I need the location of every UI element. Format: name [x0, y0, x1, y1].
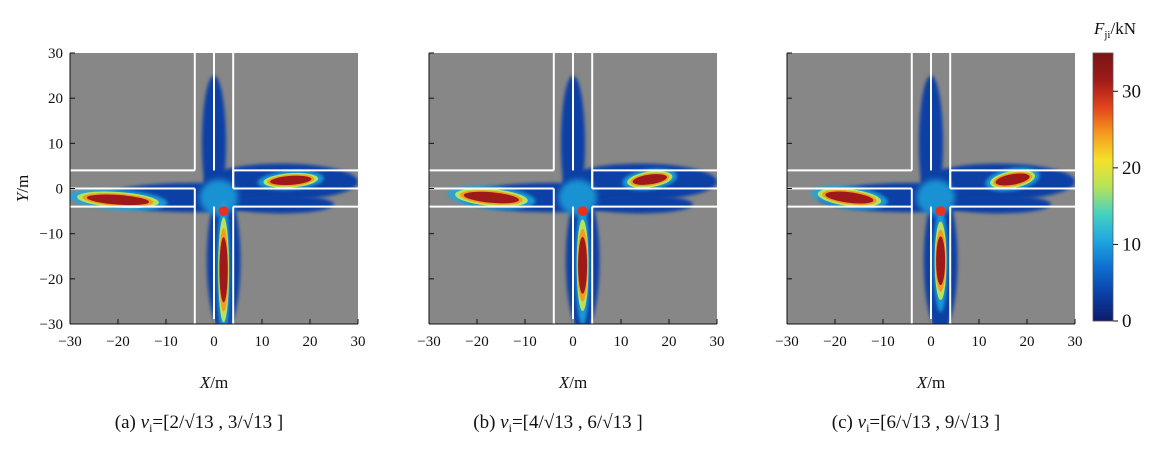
field-center-glow	[558, 179, 597, 216]
caption-text: (a) vi=[2/√13 , 3/√13 ]	[115, 412, 283, 435]
x-tick-label: 10	[255, 334, 270, 350]
field-center-glow	[916, 179, 955, 216]
x-tick-label: −20	[465, 334, 488, 350]
x-tick-label: −20	[106, 334, 129, 350]
x-tick-label: 0	[569, 334, 577, 350]
road-lines	[70, 53, 358, 324]
x-tick-label: 20	[1020, 334, 1035, 350]
x-tick-label: 10	[614, 334, 629, 350]
road-lines	[787, 53, 1075, 324]
target-point-marker	[577, 206, 588, 217]
target-point-marker	[218, 206, 229, 217]
colorbar-tick-label: 10	[1122, 234, 1141, 255]
field-east-lower-arm	[587, 195, 693, 214]
force-blob-3	[575, 205, 590, 324]
caption-text: (c) vi=[6/√13 , 9/√13 ]	[832, 412, 1000, 435]
field-east-lower-arm	[228, 195, 334, 214]
x-axis-label: X/m	[916, 373, 945, 392]
force-blob-3	[933, 209, 948, 313]
colorbar-tick-label: 30	[1122, 81, 1141, 102]
x-tick-label: 30	[351, 334, 366, 350]
x-tick-label: 0	[927, 334, 935, 350]
heatmap-panel-2: −30 −20 −10 0 10 20 30 X/m (b) vi=[4/√13 , 6/√13…	[417, 52, 725, 435]
colorbar-tick-label: 0	[1122, 311, 1132, 332]
heat-field	[70, 53, 358, 324]
x-tick-label: 10	[972, 334, 987, 350]
x-tick-label: −10	[154, 334, 177, 350]
panel-caption: (a) vi=[2/√13 , 3/√13 ]	[115, 412, 283, 435]
force-blob-2	[622, 168, 678, 191]
y-tick-label: 0	[56, 182, 64, 198]
force-blob-1	[447, 185, 536, 210]
x-tick-label: 30	[1068, 334, 1083, 350]
road-lines	[429, 53, 717, 324]
x-tick-label: −10	[871, 334, 894, 350]
x-axis-label: X/m	[199, 373, 228, 392]
y-tick-label: 10	[48, 136, 63, 152]
x-tick-label: 30	[710, 334, 725, 350]
force-blob-2	[985, 167, 1040, 192]
x-tick-label: 20	[662, 334, 677, 350]
target-point-marker	[935, 206, 946, 217]
y-tick-label: −10	[40, 227, 63, 243]
panel-caption: (c) vi=[6/√13 , 9/√13 ]	[832, 412, 1000, 435]
field-center-glow	[199, 179, 238, 216]
x-tick-label: −30	[775, 334, 798, 350]
colorbar-label: Fji/kN	[1093, 19, 1136, 41]
colorbar-tick-label: 20	[1122, 158, 1141, 179]
x-tick-label: −10	[513, 334, 536, 350]
heatmap-panel-1: −30 −20 −10 0 10 20 30 30 20 10 0 −10 −20 −30 X/m Y/m (a…	[13, 46, 366, 435]
colorbar: 0 10 20 30 Fji/kN	[1092, 19, 1141, 332]
x-axis-label: X/m	[558, 373, 587, 392]
x-tick-label: 0	[210, 334, 218, 350]
y-tick-label: 20	[48, 91, 63, 107]
panel-caption: (b) vi=[4/√13 , 6/√13 ]	[473, 412, 642, 435]
x-tick-label: 20	[303, 334, 318, 350]
force-blob-3	[216, 201, 231, 324]
caption-text: (b) vi=[4/√13 , 6/√13 ]	[473, 412, 642, 435]
y-tick-label: −20	[40, 272, 63, 288]
heat-field	[787, 53, 1075, 324]
x-tick-label: −30	[58, 334, 81, 350]
y-axis-label: Y/m	[13, 175, 32, 202]
y-tick-label: 30	[48, 46, 63, 62]
force-blob-1	[811, 185, 888, 210]
heat-field	[429, 53, 717, 324]
y-tick-label: −30	[40, 317, 63, 333]
heatmap-panel-3: −30 −20 −10 0 10 20 30 X/m (c) vi=[6/√13 , 9/√13…	[775, 52, 1083, 435]
field-east-lower-arm	[945, 195, 1051, 214]
force-blob-2	[257, 170, 324, 191]
force-blob-1	[70, 188, 168, 211]
x-tick-label: −20	[823, 334, 846, 350]
colorbar-gradient	[1092, 52, 1114, 322]
x-tick-label: −30	[417, 334, 440, 350]
